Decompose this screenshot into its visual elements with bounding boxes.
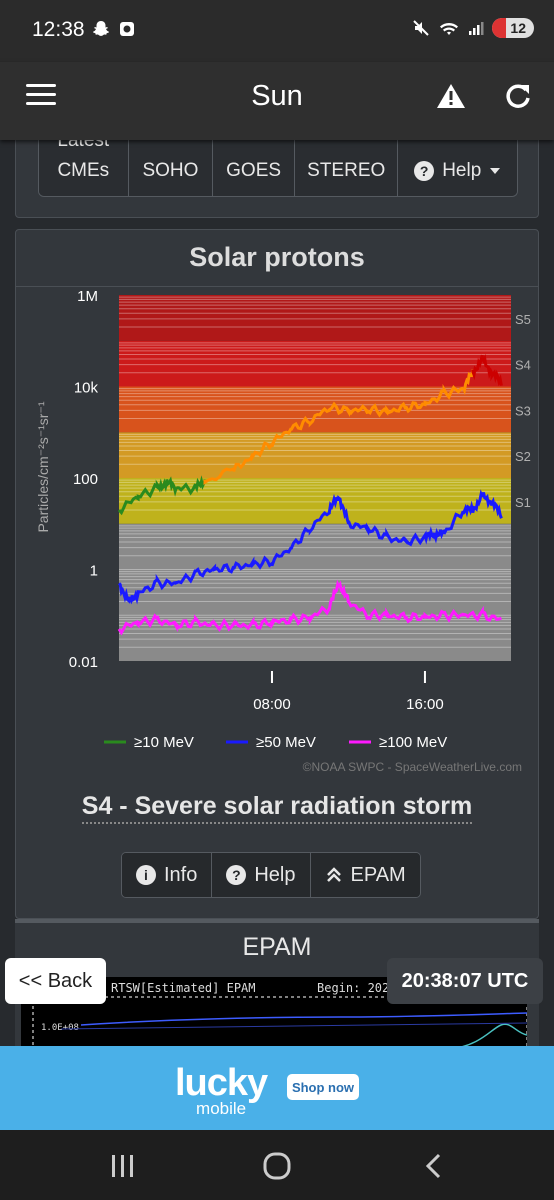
storm-level-bands xyxy=(119,295,511,661)
menu-icon[interactable] xyxy=(26,84,56,108)
series-line-50mev xyxy=(117,489,503,605)
y-tick-label: 1 xyxy=(90,563,98,580)
help-dropdown-label: Help xyxy=(442,159,482,181)
series-lines xyxy=(117,353,503,636)
y-axis-ticks: 1M 10k 100 1 0.01 xyxy=(69,288,99,671)
series-line-10mev xyxy=(471,353,503,387)
caret-down-icon xyxy=(490,167,501,174)
x-tick-label: 16:00 xyxy=(406,696,444,713)
warning-icon[interactable] xyxy=(436,82,466,110)
storm-status-label: S4 - Severe solar radiation storm xyxy=(16,792,538,824)
solar-protons-card: Solar protons 1M 10k 100 1 0.01 Particles/cm… xyxy=(15,229,539,919)
card-title: Solar protons xyxy=(189,242,365,272)
app-bar: Sun xyxy=(0,62,554,140)
help-dropdown[interactable]: ? Help xyxy=(398,140,517,196)
status-bar: 12:38 12 xyxy=(0,0,554,62)
help-icon: ? xyxy=(226,865,247,885)
storm-band xyxy=(119,295,511,341)
nav-tab-group: Latest CMEs SOHO GOES STEREO ? Help xyxy=(38,140,518,197)
epam-plot-tick: 1.0E+08 xyxy=(41,1023,79,1033)
refresh-icon[interactable] xyxy=(504,82,532,110)
ad-logo: lucky mobile xyxy=(175,1062,268,1118)
recent-apps-icon[interactable] xyxy=(110,1154,136,1178)
wifi-icon xyxy=(440,23,459,35)
epam-plot-lines xyxy=(32,996,527,1046)
epam-button-label: EPAM xyxy=(350,863,406,886)
ad-brand-sub: mobile xyxy=(196,1099,247,1118)
back-button[interactable]: << Back xyxy=(5,958,106,1004)
solar-protons-chart: 1M 10k 100 1 0.01 Particles/cm⁻²s⁻¹sr⁻¹ S5 S4… xyxy=(16,287,538,787)
y-tick-label: 100 xyxy=(73,471,98,488)
content-area: Latest CMEs SOHO GOES STEREO ? Help Sola… xyxy=(0,140,554,1046)
series-line-10mev xyxy=(117,475,207,516)
page-title: Sun xyxy=(251,80,303,112)
help-button-label: Help xyxy=(254,863,296,886)
info-button-label: Info xyxy=(164,863,198,886)
info-icon: i xyxy=(136,865,156,885)
ad-brand: lucky xyxy=(175,1062,268,1104)
double-chevron-up-icon xyxy=(326,867,341,882)
tab-stereo[interactable]: STEREO xyxy=(294,140,399,196)
storm-level-label: S2 xyxy=(515,449,531,464)
epam-title: EPAM xyxy=(242,933,312,961)
utc-clock: 20:38:07 UTC xyxy=(387,958,543,1004)
tab-latest-cmes[interactable]: Latest CMEs xyxy=(39,140,129,196)
series-line-10mev xyxy=(203,369,475,485)
legend-label: ≥50 MeV xyxy=(256,734,316,751)
storm-band xyxy=(119,432,511,478)
chart-credit: ©NOAA SWPC - SpaceWeatherLive.com xyxy=(303,760,522,774)
proton-button-group: i Info ? Help EPAM xyxy=(121,852,421,898)
tab-soho[interactable]: SOHO xyxy=(128,140,214,196)
divider xyxy=(16,286,538,287)
storm-band xyxy=(119,340,511,387)
app-square-icon xyxy=(120,22,134,36)
status-time: 12:38 xyxy=(32,18,85,41)
x-tick-label: 08:00 xyxy=(253,696,291,713)
storm-status-text[interactable]: S4 - Severe solar radiation storm xyxy=(81,792,473,824)
home-icon[interactable] xyxy=(263,1152,291,1180)
epam-button[interactable]: EPAM xyxy=(310,853,420,897)
help-icon: ? xyxy=(414,160,435,181)
x-axis-ticks: 08:00 16:00 xyxy=(253,671,444,713)
info-button[interactable]: i Info xyxy=(122,853,213,897)
signal-icon xyxy=(469,22,484,35)
storm-band xyxy=(119,523,511,661)
tab-goes[interactable]: GOES xyxy=(213,140,295,196)
epam-plot-header: RTSW[Estimated] EPAM xyxy=(111,981,256,995)
legend-label: ≥100 MeV xyxy=(379,734,447,751)
help-button[interactable]: ? Help xyxy=(212,853,311,897)
chart-legend: ≥10 MeV ≥50 MeV ≥100 MeV xyxy=(104,734,447,751)
mute-icon xyxy=(413,20,430,36)
y-tick-label: 10k xyxy=(74,380,99,397)
series-line-100mev xyxy=(117,579,502,636)
battery-indicator: 12 xyxy=(492,18,534,38)
storm-level-label: S5 xyxy=(515,312,531,327)
nav-card: Latest CMEs SOHO GOES STEREO ? Help xyxy=(15,140,539,218)
ad-shop-button[interactable]: Shop now xyxy=(287,1074,359,1100)
snapchat-icon xyxy=(93,21,109,36)
y-tick-label: 1M xyxy=(77,288,98,305)
status-right: 12 xyxy=(412,18,534,38)
y-tick-label: 0.01 xyxy=(69,654,98,671)
legend-label: ≥10 MeV xyxy=(134,734,194,751)
epam-plot-begin: Begin: 2026 xyxy=(317,981,397,995)
storm-level-label: S3 xyxy=(515,403,531,418)
y-axis-label: Particles/cm⁻²s⁻¹sr⁻¹ xyxy=(35,401,51,532)
back-nav-icon[interactable] xyxy=(424,1153,442,1179)
ad-banner[interactable]: lucky mobile Shop now xyxy=(0,1046,554,1130)
storm-level-labels: S5 S4 S3 S2 S1 xyxy=(515,312,531,510)
system-nav-bar xyxy=(0,1130,554,1200)
status-app-icons xyxy=(92,20,136,38)
storm-level-label: S4 xyxy=(515,358,531,373)
storm-level-label: S1 xyxy=(515,495,531,510)
